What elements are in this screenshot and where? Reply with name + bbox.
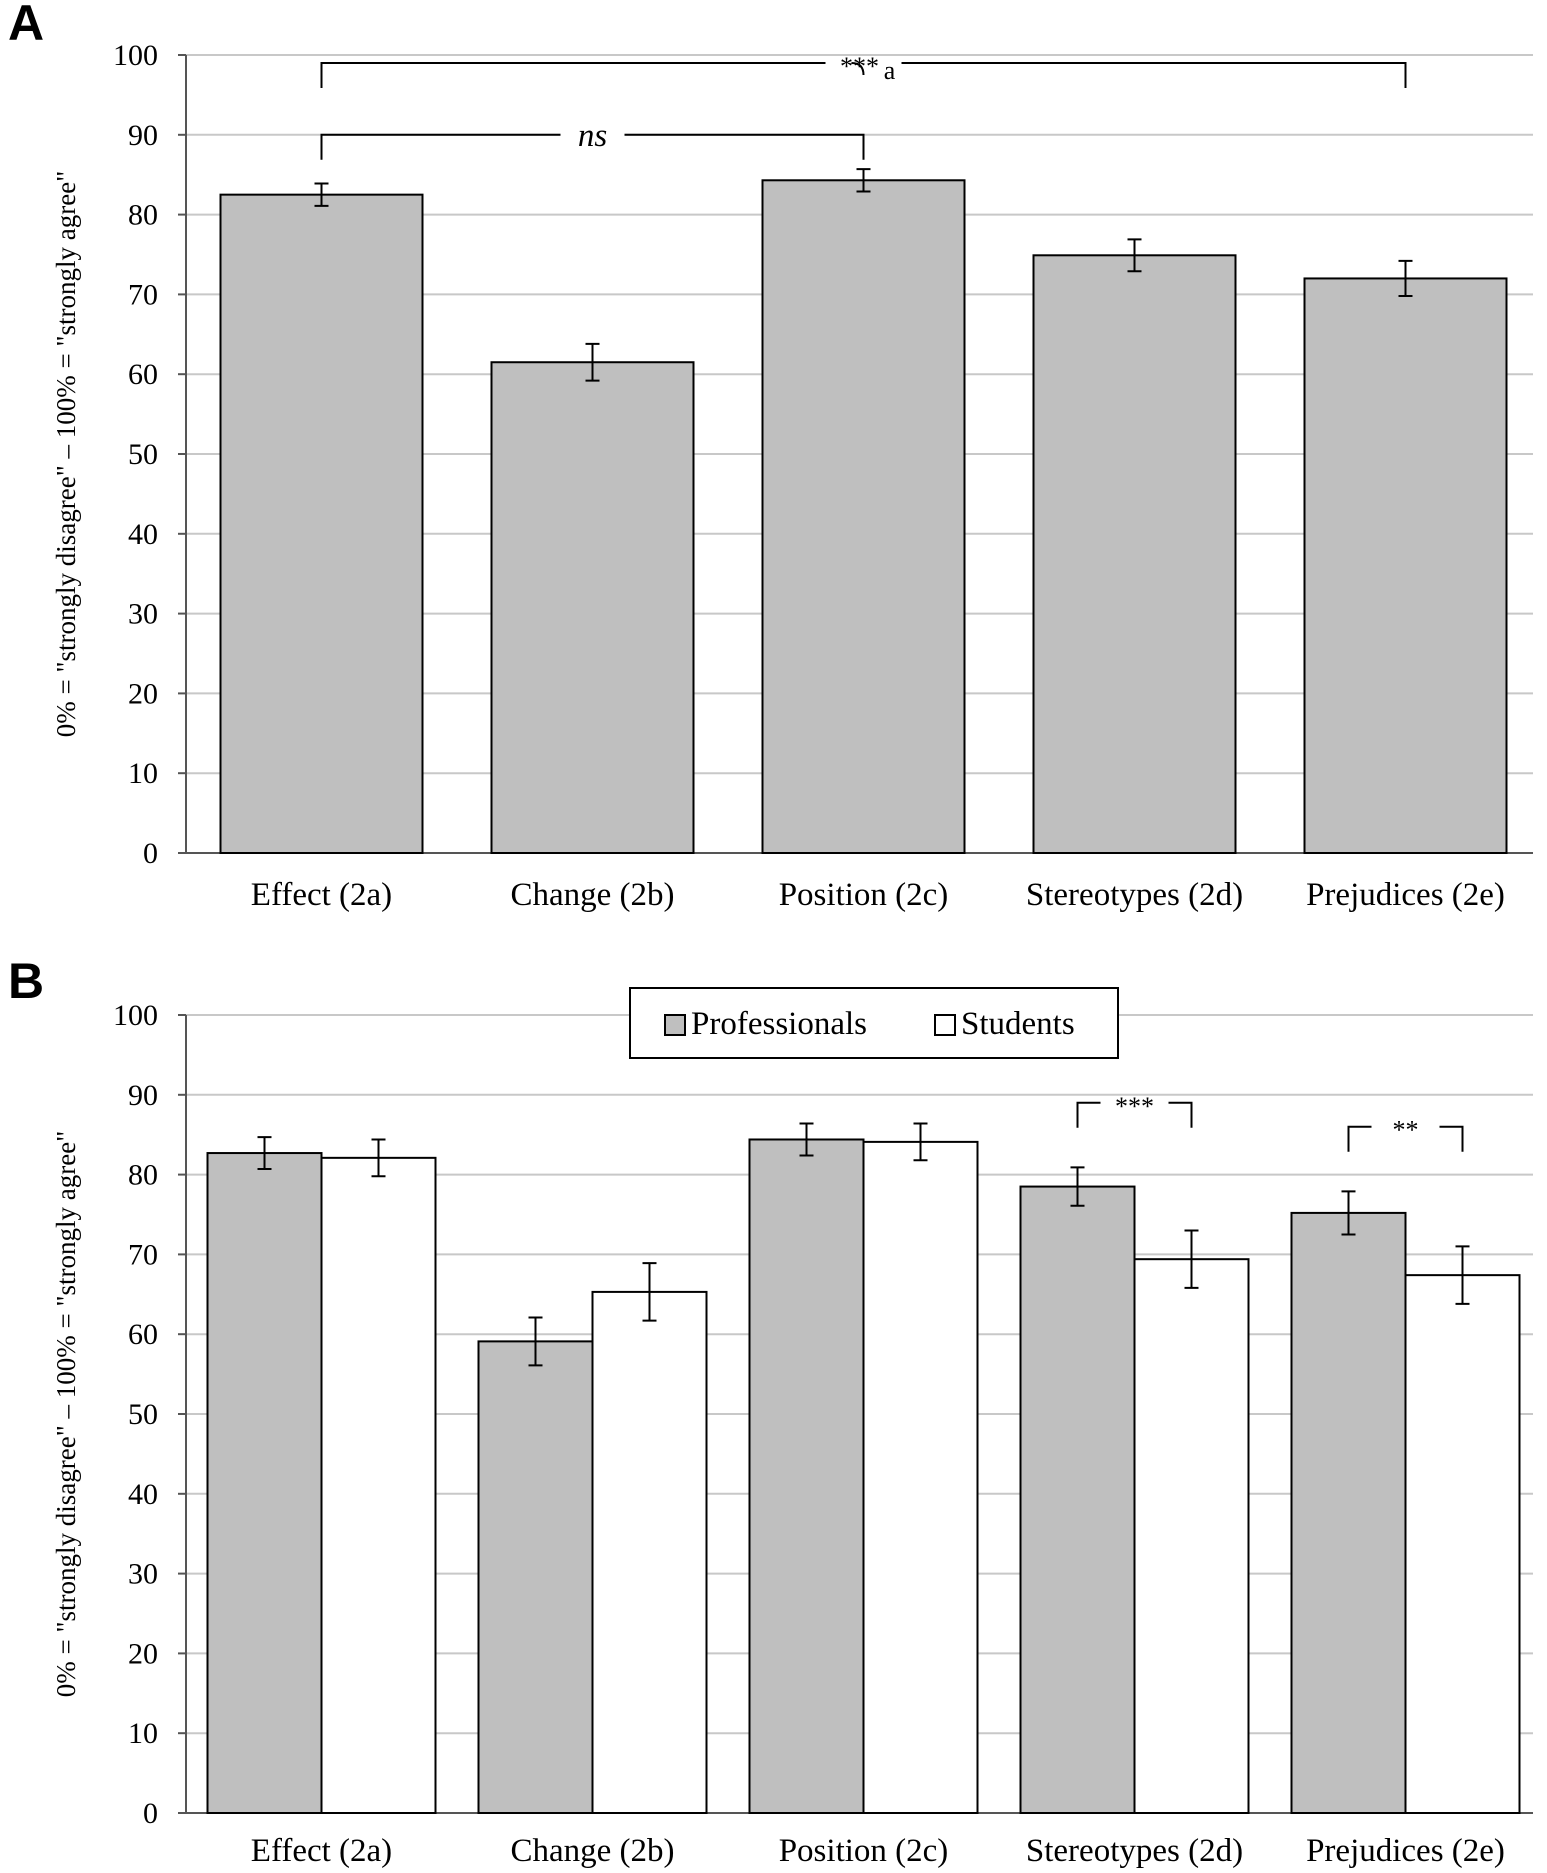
category-label: Effect (2a) xyxy=(251,1833,392,1869)
error-bar xyxy=(257,1136,272,1171)
significance-bracket: ** xyxy=(1347,1116,1464,1152)
bar-professionals-4 xyxy=(1290,1211,1407,1815)
bracket-notch xyxy=(851,61,865,76)
bar-professionals-3 xyxy=(1019,1185,1136,1814)
y-axis-title: 0% = "strongly disagree" – 100% = "stron… xyxy=(51,171,81,737)
legend-box xyxy=(629,987,1119,1059)
error-bar xyxy=(314,182,329,207)
panel-letter: B xyxy=(8,953,44,1009)
category-label: Position (2c) xyxy=(779,877,949,913)
significance-label: *** xyxy=(1115,1092,1154,1121)
chart-panel-a: A 0 10 20 30 40 50 60 70 80 90 100 0% = "strongly di… xyxy=(8,0,1533,913)
label-gap xyxy=(825,58,902,67)
bar-professionals-1 xyxy=(477,1340,594,1814)
y-tick-label: 60 xyxy=(128,1318,158,1351)
error-bar xyxy=(1341,1190,1356,1236)
y-tick-label: 90 xyxy=(128,1079,158,1112)
y-tick-label: 20 xyxy=(128,1637,158,1670)
bar-all-1 xyxy=(490,361,695,854)
bar-all-0 xyxy=(219,193,424,854)
error-bar xyxy=(1127,238,1142,273)
y-axis-title: 0% = "strongly disagree" – 100% = "stron… xyxy=(51,1131,81,1697)
error-bar xyxy=(799,1122,814,1157)
y-tick-label: 30 xyxy=(128,598,158,631)
y-tick-label: 80 xyxy=(128,1159,158,1192)
y-tick-label: 10 xyxy=(128,757,158,790)
y-tick-label: 70 xyxy=(128,1238,158,1271)
bar-students-1 xyxy=(591,1290,708,1814)
significance-bracket: *** a xyxy=(320,52,1407,88)
y-tick-label: 20 xyxy=(128,677,158,710)
y-tick-label: 10 xyxy=(128,1717,158,1750)
y-tick-label: 40 xyxy=(128,518,158,551)
category-label: Prejudices (2e) xyxy=(1306,877,1505,913)
error-bar xyxy=(1070,1166,1085,1207)
legend-label-professionals: Professionals xyxy=(691,1006,867,1042)
bar-students-4 xyxy=(1404,1274,1521,1814)
error-bar xyxy=(1455,1245,1470,1305)
significance-bracket: ns xyxy=(320,118,865,160)
chart-panel-b: B 0 10 20 30 40 50 60 70 80 90 100 0% = "strongly di… xyxy=(8,953,1533,1869)
significance-label: *** xyxy=(840,52,879,81)
category-label: Effect (2a) xyxy=(251,877,392,913)
legend: Professionals Students xyxy=(629,987,1119,1059)
legend-swatch-students xyxy=(934,1014,956,1036)
category-label: Stereotypes (2d) xyxy=(1026,877,1243,913)
y-tick-label: 70 xyxy=(128,278,158,311)
y-tick-label: 90 xyxy=(128,119,158,152)
significance-label: ** xyxy=(1393,1116,1419,1145)
significance-sub: a xyxy=(884,56,896,85)
y-tick-label: 30 xyxy=(128,1558,158,1591)
category-label: Prejudices (2e) xyxy=(1306,1833,1505,1869)
bar-students-0 xyxy=(320,1156,437,1815)
y-tick-label: 60 xyxy=(128,358,158,391)
error-bar xyxy=(1184,1229,1199,1289)
y-tick-label: 50 xyxy=(128,438,158,471)
error-bar xyxy=(1398,259,1413,297)
error-bar xyxy=(528,1316,543,1367)
bracket-line xyxy=(1347,1125,1464,1152)
y-tick-label: 0 xyxy=(143,1797,158,1830)
category-label: Change (2b) xyxy=(510,877,674,913)
error-bar xyxy=(913,1122,928,1162)
y-tick-label: 40 xyxy=(128,1478,158,1511)
legend-label-students: Students xyxy=(961,1006,1075,1042)
y-tick-label: 100 xyxy=(113,999,158,1032)
error-bar xyxy=(856,168,871,193)
y-tick-label: 50 xyxy=(128,1398,158,1431)
bar-students-3 xyxy=(1133,1258,1250,1814)
ns-label: ns xyxy=(578,118,607,154)
bar-professionals-0 xyxy=(206,1152,323,1814)
significance-bracket: *** xyxy=(1076,1092,1193,1128)
bar-all-3 xyxy=(1032,254,1237,855)
y-tick-label: 0 xyxy=(143,837,158,870)
y-tick-label: 80 xyxy=(128,199,158,232)
error-bar xyxy=(642,1262,657,1322)
category-label: Change (2b) xyxy=(510,1833,674,1869)
error-bar xyxy=(371,1138,386,1178)
category-label: Stereotypes (2d) xyxy=(1026,1833,1243,1869)
bar-students-2 xyxy=(862,1140,979,1814)
bar-all-4 xyxy=(1303,277,1508,854)
bar-professionals-2 xyxy=(748,1138,865,1815)
error-bar xyxy=(585,342,600,382)
y-tick-label: 100 xyxy=(113,39,158,72)
category-label: Position (2c) xyxy=(779,1833,949,1869)
label-gap xyxy=(560,130,625,139)
bar-all-2 xyxy=(761,179,966,854)
legend-swatch-professionals xyxy=(664,1014,686,1036)
panel-letter: A xyxy=(8,0,44,51)
bracket-line xyxy=(1076,1101,1193,1128)
